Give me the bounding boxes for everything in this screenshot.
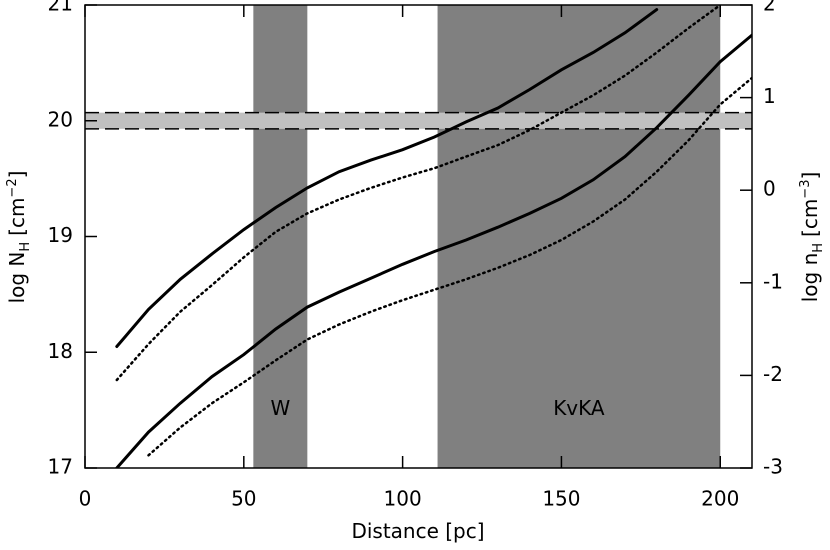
y2-label-unit: [cm [798,199,822,237]
region-label: KvKA [553,396,605,420]
y-label-sup: −2 [5,178,20,197]
region-label: W [270,396,290,420]
curve [115,33,752,468]
y2-tick-label: -3 [763,455,783,479]
band [85,112,752,129]
y2-label-main: log n [798,253,822,303]
y2-tick-label: -2 [763,362,783,386]
y-tick-label: 17 [48,455,73,479]
shaded-region [437,5,721,468]
x-tick-label: 50 [231,487,256,511]
y2-tick-label: -1 [763,269,783,293]
x-tick-label: 100 [384,487,422,511]
y-label-main: log N [5,252,29,304]
x-tick-label: 0 [79,487,92,511]
y-tick-label: 18 [48,339,73,363]
x-axis-label: Distance [pc] [351,519,484,543]
y-label-sub: H [18,242,33,252]
y-tick-label: 21 [48,0,73,16]
curve [115,5,722,382]
curve [147,76,752,457]
y-axis-label: log NH [cm−2] [5,171,33,304]
y2-tick-label: 0 [763,177,776,201]
x-tick-label: 150 [542,487,580,511]
y2-label-sub: H [811,243,826,253]
y2-label-end: ] [798,172,822,180]
y-tick-label: 20 [48,107,73,131]
y-label-unit: [cm [5,198,29,236]
x-tick-label: 200 [701,487,739,511]
y-label-end: ] [5,171,29,179]
y-tick-label: 19 [48,223,73,247]
y2-tick-label: 2 [763,0,776,16]
shaded-region [253,5,308,468]
curve [115,8,659,348]
y2-label-sup: −3 [798,180,813,199]
y2-axis-label: log nH [cm−3] [798,172,826,303]
y2-tick-label: 1 [763,84,776,108]
